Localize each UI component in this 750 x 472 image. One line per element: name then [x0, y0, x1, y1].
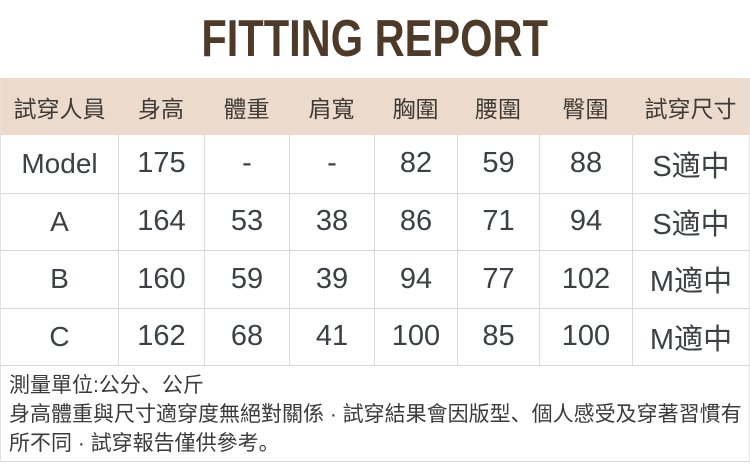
table-cell: 100: [374, 308, 457, 365]
table-cell: 94: [539, 193, 632, 250]
table-cell: 86: [374, 193, 457, 250]
table-cell: 59: [457, 135, 539, 193]
table-cell: S適中: [632, 193, 749, 250]
table-cell: S適中: [632, 135, 749, 193]
column-header-shoulder: 肩寬: [308, 95, 355, 122]
table-cell: A: [50, 205, 69, 237]
table-cell: M適中: [632, 308, 749, 365]
table-cell: Model: [21, 147, 98, 179]
footnote-block: 測量單位:公分、公斤 身高體重與尺寸適穿度無絕對關係 · 試穿結果會因版型、個人…: [1, 365, 749, 462]
table-cell: 68: [204, 308, 289, 365]
table-row-model: Model 175 - - 82 59 88 S適中: [1, 135, 749, 193]
table-cell: M適中: [632, 251, 749, 308]
column-header-size: 試穿尺寸: [644, 95, 737, 122]
footnote-units: 測量單位:公分、公斤: [9, 374, 204, 397]
table-cell: 102: [539, 251, 632, 308]
fitting-table: 試穿人員 身高 體重 肩寬 胸圍 腰圍 臀圍 試穿尺寸 Model 175 - …: [0, 78, 750, 462]
column-header-tester: 試穿人員: [13, 95, 106, 122]
table-cell: 164: [118, 193, 204, 250]
table-cell: -: [204, 135, 289, 193]
table-row-b: B 160 59 39 94 77 102 M適中: [1, 250, 749, 308]
table-cell: 175: [118, 135, 204, 193]
table-cell: 77: [457, 251, 539, 308]
table-cell: C: [49, 320, 70, 352]
table-row-a: A 164 53 38 86 71 94 S適中: [1, 192, 749, 250]
table-header-row: 試穿人員 身高 體重 肩寬 胸圍 腰圍 臀圍 試穿尺寸: [1, 78, 749, 135]
table-row-c: C 162 68 41 100 85 100 M適中: [1, 307, 749, 365]
footnote-disclaimer: 身高體重與尺寸適穿度無絕對關係 · 試穿結果會因版型、個人感受及穿著習慣有所不同…: [9, 403, 742, 455]
table-cell: 94: [374, 251, 457, 308]
table-cell: 59: [204, 251, 289, 308]
table-cell: 82: [374, 135, 457, 193]
page-title: FITTING REPORT: [201, 10, 549, 68]
column-header-height: 身高: [138, 95, 184, 122]
column-header-waist: 腰圍: [475, 95, 521, 122]
table-cell: 85: [457, 308, 539, 365]
column-header-bust: 胸圍: [392, 95, 439, 122]
column-header-hip: 臀圍: [562, 95, 609, 122]
title-bar: FITTING REPORT: [0, 0, 750, 78]
column-header-weight: 體重: [223, 95, 270, 122]
table-cell: -: [289, 135, 374, 193]
table-cell: 162: [118, 308, 204, 365]
table-cell: 53: [204, 193, 289, 250]
table-cell: B: [50, 263, 69, 295]
table-cell: 38: [289, 193, 374, 250]
table-cell: 41: [289, 308, 374, 365]
table-cell: 160: [118, 251, 204, 308]
table-cell: 71: [457, 193, 539, 250]
table-cell: 100: [539, 308, 632, 365]
table-cell: 39: [289, 251, 374, 308]
table-cell: 88: [539, 135, 632, 193]
